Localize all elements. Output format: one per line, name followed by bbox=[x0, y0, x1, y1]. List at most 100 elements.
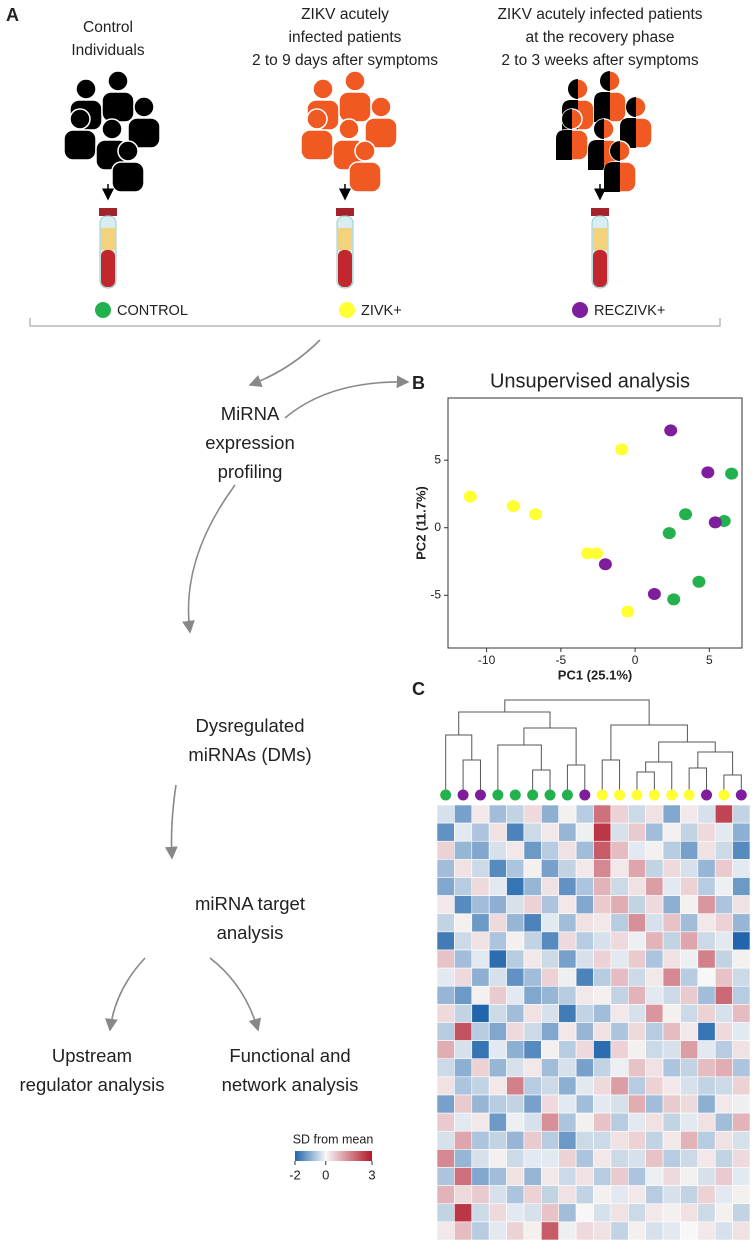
heatmap-cell bbox=[488, 931, 507, 951]
heatmap-cell bbox=[680, 1094, 699, 1114]
heatmap-cell bbox=[680, 1058, 699, 1078]
heatmap-cell bbox=[436, 1076, 455, 1096]
heatmap-cell bbox=[575, 1112, 594, 1132]
heatmap-cell bbox=[732, 1167, 751, 1186]
heatmap-cell bbox=[645, 1167, 664, 1186]
point bbox=[701, 466, 715, 479]
heatmap-cell bbox=[645, 1185, 664, 1205]
heatmap-cell bbox=[697, 1112, 716, 1132]
heatmap-cell bbox=[714, 967, 733, 987]
heatmap-cell bbox=[488, 1112, 507, 1132]
heatmap-cell bbox=[506, 840, 525, 860]
heatmap-cell bbox=[645, 949, 664, 969]
heatmap-cell bbox=[714, 1130, 733, 1150]
heatmap-cell bbox=[488, 895, 507, 915]
heatmap-cell bbox=[662, 1022, 681, 1041]
heatmap-cell bbox=[523, 913, 542, 933]
heatmap-cell bbox=[662, 985, 681, 1005]
person-body bbox=[63, 129, 97, 161]
heatmap-cell bbox=[541, 840, 560, 860]
group-label: Control bbox=[83, 19, 133, 36]
heatmap-cell bbox=[627, 1185, 646, 1205]
heatmap-cell bbox=[697, 967, 716, 987]
group-dot bbox=[572, 302, 588, 318]
tube-cap bbox=[336, 208, 354, 216]
point bbox=[581, 547, 595, 560]
column-group-dot bbox=[701, 789, 713, 801]
group-label: ZIKV acutely infected patients bbox=[497, 6, 702, 23]
point bbox=[589, 547, 603, 560]
heatmap-cell bbox=[436, 1094, 455, 1114]
heatmap-cell bbox=[662, 1149, 681, 1168]
heatmap-cell bbox=[680, 1004, 699, 1023]
heatmap-cell bbox=[645, 804, 664, 824]
heatmap-cell bbox=[575, 913, 594, 933]
heatmap-cell bbox=[627, 895, 646, 915]
heatmap-cell bbox=[697, 913, 716, 933]
people-icon bbox=[555, 70, 653, 193]
heatmap-cell bbox=[593, 1076, 612, 1096]
heatmap-cell bbox=[697, 840, 716, 860]
heatmap-cell bbox=[523, 1203, 542, 1223]
heatmap-cell bbox=[680, 1167, 699, 1186]
heatmap-cell bbox=[541, 1130, 560, 1150]
heatmap-cell bbox=[471, 1040, 490, 1060]
heatmap-cell bbox=[732, 913, 751, 933]
heatmap-cell bbox=[697, 1040, 716, 1060]
heatmap-cell bbox=[541, 931, 560, 951]
point bbox=[529, 508, 543, 521]
heatmap-cell bbox=[593, 949, 612, 969]
heatmap-cell bbox=[523, 1112, 542, 1132]
heatmap-cell bbox=[627, 1112, 646, 1132]
column-group-dot bbox=[544, 789, 556, 801]
heatmap-cell bbox=[506, 822, 525, 842]
heatmap-cell bbox=[662, 1112, 681, 1132]
heatmap-cell bbox=[471, 1130, 490, 1150]
heatmap-cell bbox=[558, 931, 577, 951]
person-half bbox=[610, 141, 620, 161]
heatmap-cell bbox=[471, 1203, 490, 1223]
heatmap-cell bbox=[714, 985, 733, 1005]
heatmap-cell bbox=[732, 877, 751, 896]
heatmap-cell bbox=[697, 1203, 716, 1223]
heatmap-cell bbox=[627, 1076, 646, 1096]
heatmap-cell bbox=[593, 985, 612, 1005]
person-body bbox=[364, 117, 398, 149]
heatmap-cell bbox=[680, 895, 699, 915]
heatmap-cell bbox=[575, 804, 594, 824]
heatmap-cell bbox=[680, 804, 699, 824]
heatmap-cell bbox=[541, 1094, 560, 1114]
heatmap-cell bbox=[593, 1167, 612, 1186]
heatmap-cell bbox=[714, 1203, 733, 1223]
heatmap-cell bbox=[558, 1185, 577, 1205]
heatmap-cell bbox=[488, 1221, 507, 1241]
heatmap-cell bbox=[471, 822, 490, 842]
heatmap-cell bbox=[454, 877, 473, 896]
heatmap-cell bbox=[662, 840, 681, 860]
heatmap-cell bbox=[610, 1185, 629, 1205]
branch bbox=[462, 759, 481, 790]
heatmap-cell bbox=[488, 804, 507, 824]
heatmap-cell bbox=[558, 1112, 577, 1132]
panel-label: C bbox=[412, 679, 425, 699]
heatmap-cell bbox=[714, 1040, 733, 1060]
heatmap-cell bbox=[645, 985, 664, 1005]
heatmap-cell bbox=[575, 949, 594, 969]
heatmap-cell bbox=[697, 822, 716, 842]
x-tick-label: 5 bbox=[706, 653, 713, 667]
heatmap-cell bbox=[662, 895, 681, 915]
step-label: analysis bbox=[217, 922, 284, 943]
heatmap-cell bbox=[575, 931, 594, 951]
branch bbox=[697, 751, 734, 775]
column-group-dot bbox=[631, 789, 643, 801]
heatmap-cell bbox=[541, 895, 560, 915]
person-body bbox=[338, 91, 372, 123]
heatmap-cell bbox=[558, 1058, 577, 1078]
person-head bbox=[101, 118, 123, 140]
heatmap-cell bbox=[662, 1221, 681, 1241]
heatmap-cell bbox=[454, 1149, 473, 1168]
person-body bbox=[127, 117, 161, 149]
group-label: infected patients bbox=[289, 29, 402, 46]
y-axis-label: PC2 (11.7%) bbox=[413, 486, 428, 560]
person-body bbox=[111, 161, 145, 193]
